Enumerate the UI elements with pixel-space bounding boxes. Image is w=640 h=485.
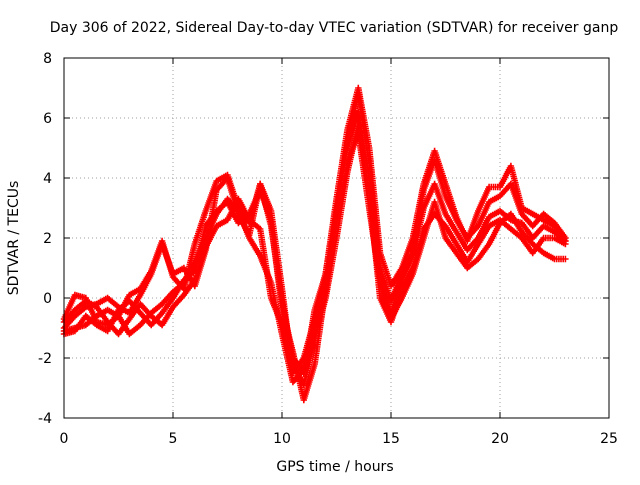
y-tick-label: 2 [43, 231, 52, 247]
x-tick-label: 5 [169, 431, 178, 447]
x-tick-label: 25 [600, 431, 618, 447]
y-tick-label: 6 [43, 111, 52, 127]
x-tick-label: 15 [382, 431, 400, 447]
data-points [60, 84, 569, 404]
x-axis-label: GPS time / hours [276, 459, 393, 475]
x-tick-label: 10 [273, 431, 291, 447]
x-tick-label: 20 [491, 431, 509, 447]
y-tick-label: 4 [43, 171, 52, 187]
y-tick-label: -2 [38, 351, 52, 367]
y-axis-label: SDTVAR / TECUs [6, 181, 22, 296]
x-tick-label: 0 [60, 431, 69, 447]
y-tick-label: 0 [43, 291, 52, 307]
axis-ticks: 0 5 10 15 20 25 -4 -2 0 2 4 6 8 [38, 51, 618, 447]
y-tick-label: -4 [38, 411, 52, 427]
chart-title: Day 306 of 2022, Sidereal Day-to-day VTE… [50, 20, 619, 36]
y-tick-label: 8 [43, 51, 52, 67]
